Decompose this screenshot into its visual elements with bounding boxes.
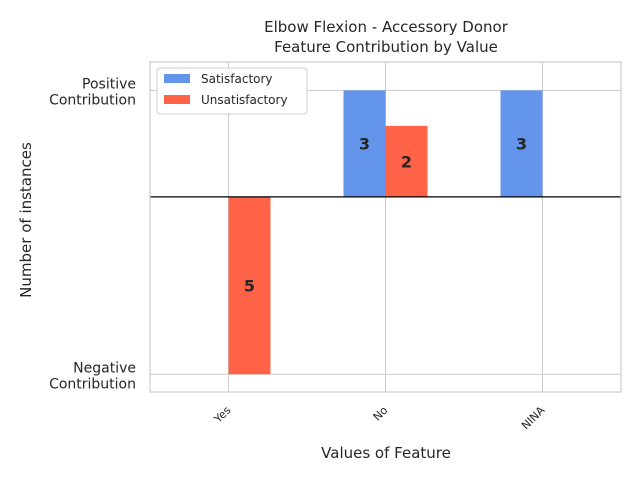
legend-swatch-satisfactory [164,74,190,83]
legend-box [156,67,308,115]
y-axis-label: Number of instances [17,142,35,298]
x-tick-label-yes: Yes [211,404,234,427]
y-tick-label: Negative Contribution [49,360,136,392]
bar-satisfactory-no [343,90,386,197]
bar-label-unsatisfactory-yes: 5 [244,277,255,296]
chart-title-line-2: Feature Contribution by Value [274,38,498,56]
x-tick-label-no: No [371,404,391,424]
bar-unsatisfactory-no [385,125,428,197]
legend-swatch-unsatisfactory [164,95,190,104]
x-tick-label-nina: NINA [519,403,548,432]
tick-layer: Positive Contribution Negative Contribution… [49,76,548,432]
y-tick-label: Positive Contribution [49,76,136,108]
bar-label-satisfactory-nina: 3 [516,135,527,154]
bar-satisfactory-nina [500,90,543,197]
plot-frame [149,61,622,393]
legend-label-unsatisfactory: Unsatisfactory [201,93,288,107]
x-axis-label: Values of Feature [321,444,451,462]
chart-title-line-1: Elbow Flexion - Accessory Donor [264,18,509,36]
legend: Satisfactory Unsatisfactory [156,67,308,115]
bar-label-unsatisfactory-no: 2 [401,152,412,171]
bar-label-satisfactory-no: 3 [359,135,370,154]
bar-unsatisfactory-yes [228,196,271,375]
legend-label-satisfactory: Satisfactory [201,72,273,86]
label-layer: 3 3 5 2 [244,135,527,296]
bar-layer [228,90,543,375]
